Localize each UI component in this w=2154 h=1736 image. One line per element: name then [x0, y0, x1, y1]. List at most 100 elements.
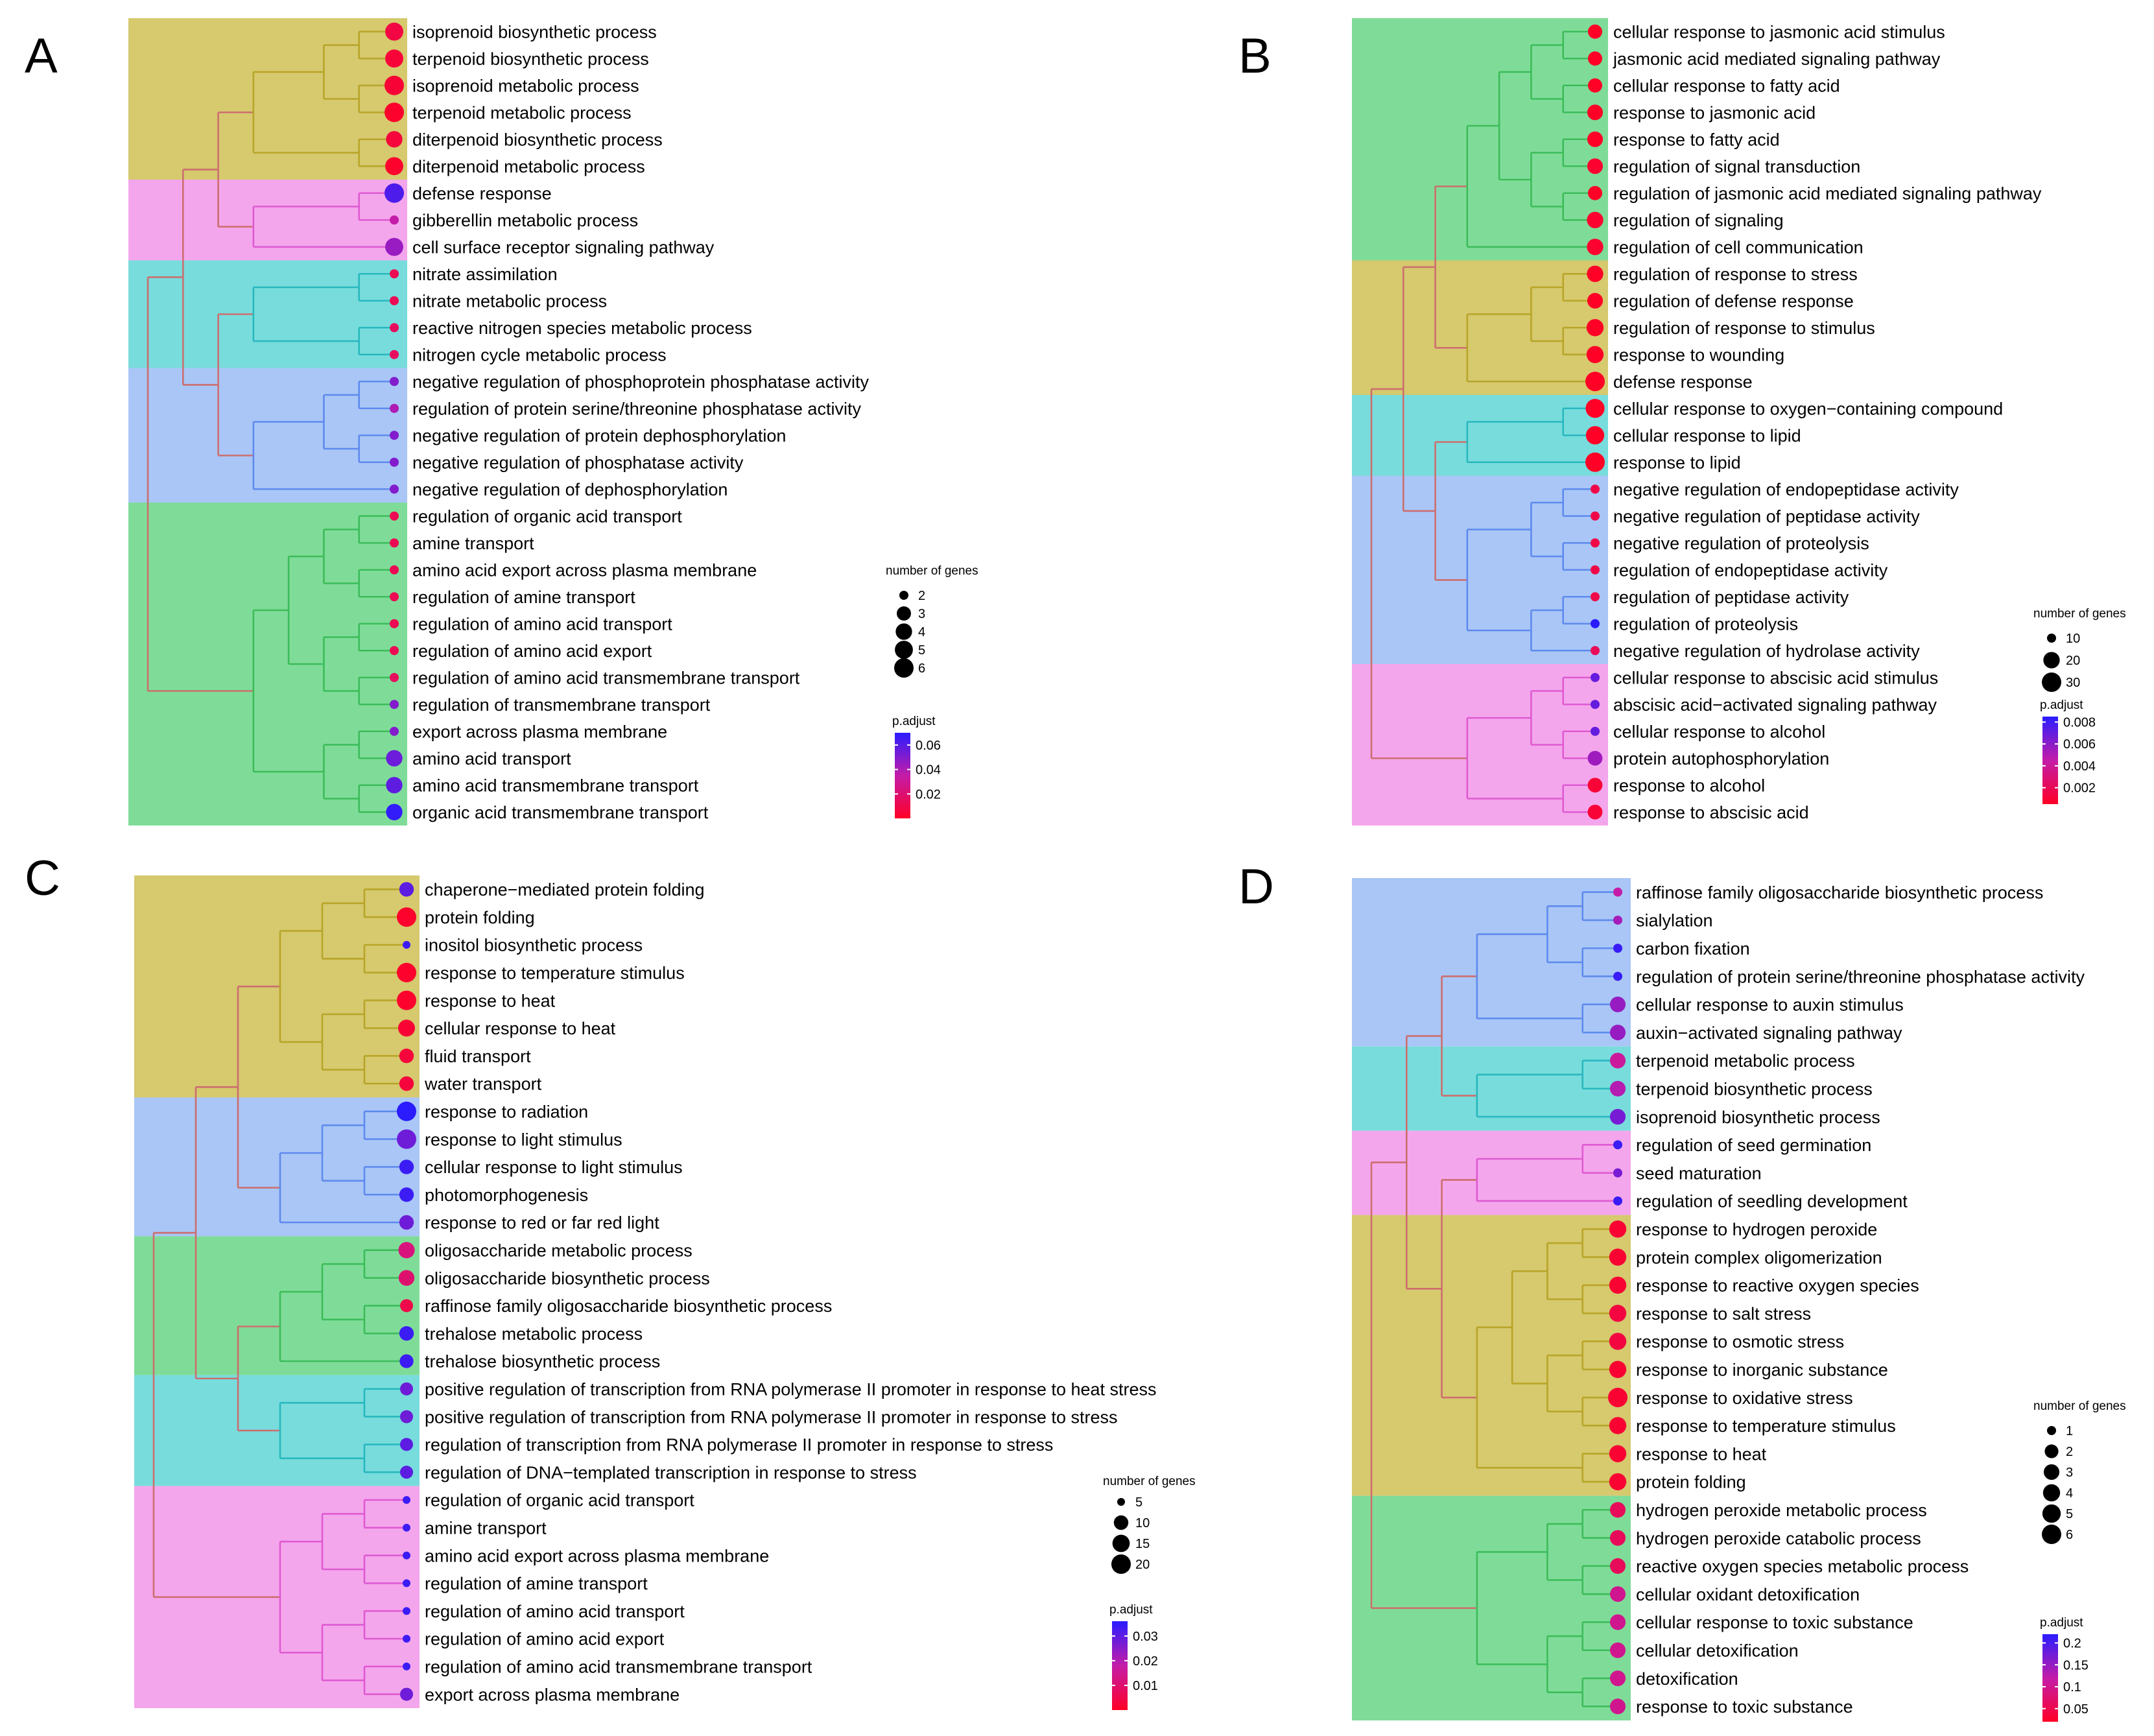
panel-d-color-legend-label: 0.1 [2063, 1680, 2081, 1694]
panel-a-term-label: gibberellin metabolic process [412, 211, 638, 230]
panel-b-term-label: cellular response to alcohol [1613, 722, 1825, 741]
panel-b-size-legend-title: number of genes [2033, 607, 2126, 621]
panel-d-term-dot [1613, 944, 1622, 953]
panel-a-term-label: regulation of amino acid transport [412, 614, 672, 634]
panel-b-term-label: negative regulation of endopeptidase act… [1613, 480, 1959, 499]
panel-d-term-dot [1609, 1361, 1627, 1378]
panel-a-term-label: regulation of protein serine/threonine p… [412, 399, 861, 418]
panel-d-term-dot [1609, 1586, 1626, 1602]
panel-a-term-dot [390, 377, 399, 386]
panel-c-term-dot [399, 1187, 414, 1202]
panel-c-color-legend-label: 0.01 [1133, 1679, 1158, 1693]
panel-a-term-label: export across plasma membrane [412, 722, 667, 741]
panel-b-term-dot [1585, 372, 1605, 392]
panel-b-term-dot [1591, 646, 1600, 656]
panel-a-color-legend-label: 0.06 [916, 739, 941, 753]
panel-c-term-label: cellular response to heat [425, 1019, 616, 1038]
panel-b-term-label: response to alcohol [1613, 776, 1765, 795]
panel-d-term-label: cellular response to auxin stimulus [1636, 995, 1904, 1015]
panel-b-term-dot [1591, 672, 1600, 682]
panel-a-term-dot [390, 484, 399, 494]
panel-a-cluster-band [128, 503, 407, 826]
panel-b-term-label: response to wounding [1613, 345, 1784, 364]
panel-d-term-label: regulation of seed germination [1636, 1136, 1871, 1155]
panel-d-term-label: auxin−activated signaling pathway [1636, 1023, 1902, 1043]
panel-b-term-dot [1587, 778, 1603, 793]
panel-b-term-label: cellular response to jasmonic acid stimu… [1613, 22, 1945, 42]
panel-c-size-legend-dot [1111, 1554, 1131, 1574]
panel-d-term-label: cellular oxidant detoxification [1636, 1585, 1860, 1604]
panel-c-term-label: amine transport [425, 1519, 547, 1538]
panel-d-size-legend-dot [2042, 1525, 2061, 1544]
panel-c-term-dot [398, 1242, 415, 1259]
panel-d-term-label: detoxification [1636, 1669, 1738, 1689]
panel-d-term-dot [1609, 1502, 1626, 1518]
panel-c-term-label: positive regulation of transcription fro… [425, 1380, 1157, 1399]
panel-c-chart: chaperone−mediated protein folding protei… [134, 875, 1196, 1710]
panel-c-term-label: response to radiation [425, 1102, 588, 1122]
panel-c-term-label: response to light stimulus [425, 1130, 622, 1149]
panel-c-size-legend-dot [1117, 1498, 1125, 1506]
panel-d-term-dot [1613, 1140, 1622, 1150]
panel-b-term-dot [1591, 565, 1600, 575]
panel-c-term-dot [397, 1101, 416, 1121]
panel-a-term-dot [390, 565, 399, 575]
panel-a-term-label: terpenoid metabolic process [412, 103, 632, 123]
panel-d-term-label: protein complex oligomerization [1636, 1248, 1882, 1267]
panel-a-term-label: reactive nitrogen species metabolic proc… [412, 318, 752, 338]
panel-c-term-label: oligosaccharide biosynthetic process [425, 1268, 710, 1288]
panel-d-size-legend-label: 6 [2066, 1528, 2073, 1542]
panel-a-term-dot [386, 131, 403, 148]
panel-a-term-dot [390, 511, 399, 521]
panel-b-term-dot [1586, 346, 1604, 363]
panel-b-term-label: regulation of signal transduction [1613, 157, 1860, 176]
panel-c-color-legend-title: p.adjust [1109, 1603, 1153, 1617]
panel-b-term-dot [1591, 511, 1600, 521]
panel-d-term-dot [1609, 996, 1626, 1012]
panel-b-size-legend-dot [2047, 634, 2056, 643]
panel-c-term-dot [399, 1299, 414, 1313]
panel-a-term-dot [390, 672, 399, 682]
panel-d-term-dot [1613, 887, 1622, 897]
panel-b-term-dot [1591, 538, 1600, 548]
panel-letter-c: C [25, 851, 60, 906]
panel-d-term-label: response to salt stress [1636, 1304, 1811, 1324]
panel-b-term-label: negative regulation of proteolysis [1613, 534, 1869, 553]
panel-d-term-dot [1609, 1417, 1627, 1434]
panel-a-size-legend-title: number of genes [886, 564, 978, 578]
panel-a-size-legend-label: 6 [918, 661, 925, 676]
panel-d-term-dot [1613, 971, 1622, 981]
panel-c-size-legend-label: 10 [1135, 1516, 1150, 1530]
panel-d-term-dot [1613, 1168, 1622, 1178]
panel-d-color-legend-title: p.adjust [2040, 1616, 2083, 1630]
panel-b-term-label: cellular response to abscisic acid stimu… [1613, 668, 1938, 687]
panel-b-term-label: protein autophosphorylation [1613, 749, 1829, 768]
panel-a-term-dot [390, 592, 399, 602]
panel-a-term-dot [390, 403, 399, 413]
panel-c-term-dot [399, 1159, 414, 1174]
panel-a-term-dot [390, 269, 399, 279]
panel-b-term-dot [1587, 265, 1604, 282]
panel-a-term-dot [386, 803, 403, 820]
panel-d-term-label: hydrogen peroxide catabolic process [1636, 1528, 1921, 1548]
panel-b-term-dot [1587, 131, 1604, 147]
panel-a-term-label: diterpenoid metabolic process [412, 157, 645, 176]
panel-c-term-label: response to red or far red light [425, 1213, 659, 1233]
panel-a-term-dot [390, 431, 399, 440]
panel-d-term-label: terpenoid biosynthetic process [1636, 1079, 1873, 1099]
panel-d-size-legend-dot [2042, 1504, 2061, 1523]
panel-c-term-dot [399, 1687, 414, 1701]
panel-b-term-label: regulation of peptidase activity [1613, 588, 1849, 607]
panel-c-term-dot [403, 1523, 410, 1532]
panel-c-term-label: response to heat [425, 991, 556, 1010]
panel-b-color-legend-title: p.adjust [2040, 698, 2083, 712]
panel-b-term-dot [1585, 399, 1605, 418]
panel-a-size-legend-dot [899, 591, 908, 600]
panel-d-term-dot [1609, 1698, 1626, 1715]
panel-b-term-dot [1587, 158, 1604, 174]
panel-letter-d: D [1238, 859, 1274, 914]
panel-d-size-legend-title: number of genes [2033, 1399, 2126, 1413]
panel-b-term-dot [1587, 804, 1603, 820]
panel-b-color-legend-label: 0.006 [2063, 737, 2096, 752]
panel-d-size-legend-dot [2043, 1464, 2060, 1480]
